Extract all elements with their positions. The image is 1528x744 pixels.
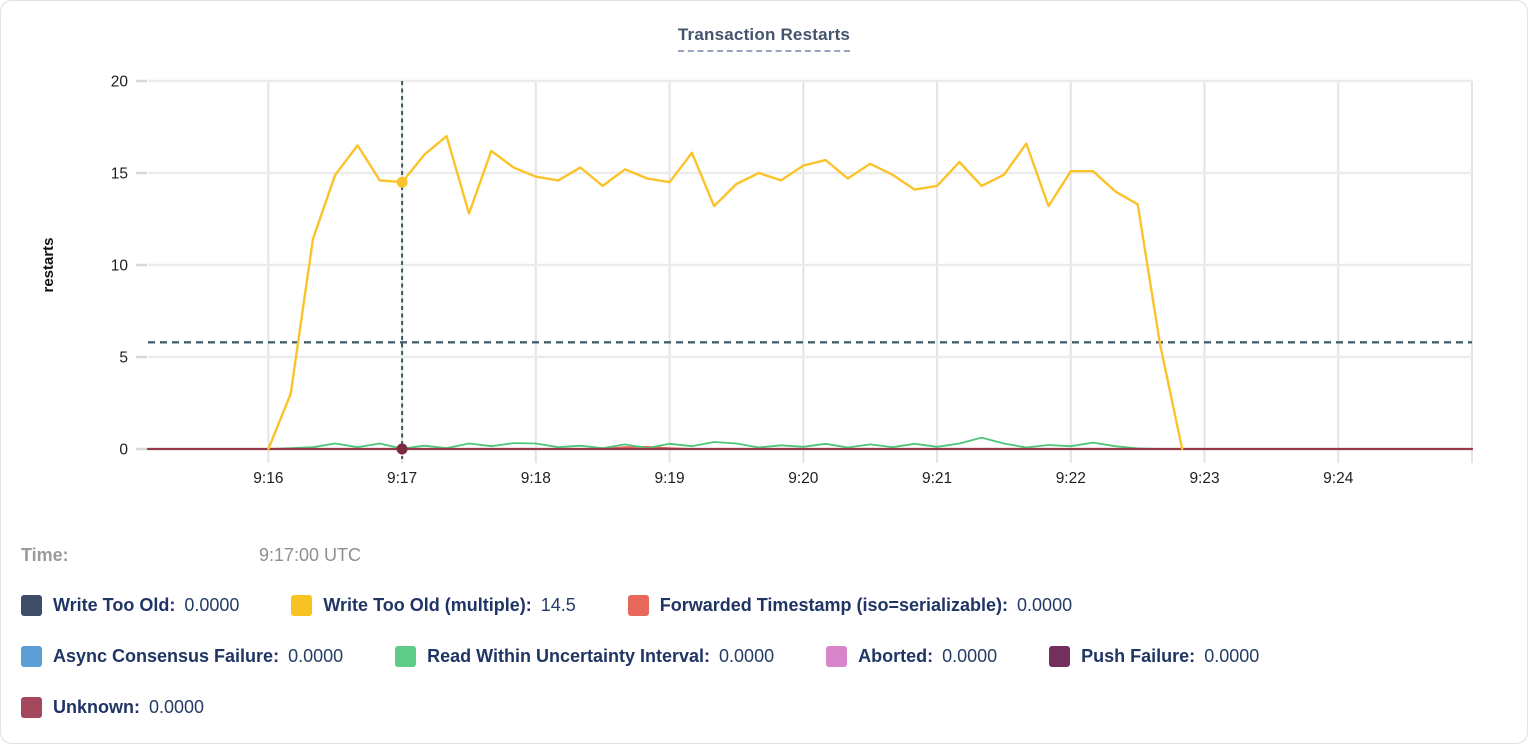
- legend-color-swatch: [21, 646, 42, 667]
- legend-series-value: 14.5: [540, 595, 576, 615]
- legend-series-label: Write Too Old (multiple):: [323, 595, 532, 615]
- x-tick-label: 9:20: [788, 470, 819, 487]
- legend-row: Unknown: 0.0000: [21, 697, 1507, 718]
- legend-row: Async Consensus Failure: 0.0000 Read Withi…: [21, 646, 1507, 667]
- y-axis-label: restarts: [40, 237, 57, 292]
- chart-plot-area[interactable]: 0 5 10 15 20 9:16 9:17 9:18 9:19 9:20 9:21 9:22 9:23…: [1, 61, 1527, 503]
- legend-item-aborted: Aborted: 0.0000: [826, 646, 997, 667]
- series-line-write-too-old-multiple: [267, 134, 1184, 451]
- chart-svg[interactable]: 0 5 10 15 20 9:16 9:17 9:18 9:19 9:20 9:21 9:22 9:23…: [1, 61, 1528, 503]
- legend-series-label: Push Failure:: [1081, 646, 1196, 666]
- legend-item-forwarded-timestamp-iso-serializable: Forwarded Timestamp (iso=serializable): 0…: [627, 595, 1073, 616]
- chart-title[interactable]: Transaction Restarts: [677, 25, 851, 52]
- x-tick-label: 9:23: [1189, 470, 1219, 487]
- series-line-read-within-uncertainty-interval: [267, 436, 1161, 450]
- x-tick-label: 9:24: [1323, 470, 1354, 487]
- legend-series-value: 0.0000: [149, 697, 205, 717]
- legend-item-unknown: Unknown: 0.0000: [21, 697, 204, 718]
- legend-series-value: 0.0000: [288, 646, 344, 666]
- x-tick-label: 9:19: [654, 470, 684, 487]
- legend-color-swatch: [395, 646, 417, 667]
- y-tick-label: 10: [111, 258, 129, 275]
- hover-time-row: Time: 9:17:00 UTC: [1, 543, 1527, 567]
- legend-series-label: Read Within Uncertainty Interval:: [427, 646, 711, 666]
- legend-series-value: 0.0000: [942, 646, 998, 666]
- legend-color-swatch: [826, 646, 848, 667]
- hover-dot-unknown: [396, 443, 408, 455]
- hover-dot-write-too-old-multiple: [396, 176, 408, 188]
- legend-series-value: 0.0000: [184, 595, 240, 615]
- legend-item-read-within-uncertainty-interval: Read Within Uncertainty Interval: 0.0000: [395, 646, 774, 667]
- legend-color-swatch: [21, 595, 42, 616]
- legend-color-swatch: [1049, 646, 1071, 667]
- legend-item-async-consensus-failure: Async Consensus Failure: 0.0000: [21, 646, 343, 667]
- legend-row: Write Too Old: 0.0000 Write Too Old (multi…: [21, 595, 1507, 616]
- legend-series-value: 0.0000: [719, 646, 775, 666]
- legend-color-swatch: [21, 697, 42, 718]
- y-tick-label: 5: [119, 350, 128, 367]
- hover-time-label: Time:: [21, 545, 69, 565]
- x-tick-label: 9:17: [387, 470, 417, 487]
- legend-item-push-failure: Push Failure: 0.0000: [1049, 646, 1259, 667]
- legend-series-label: Unknown:: [53, 697, 140, 717]
- y-tick-label: 20: [111, 74, 129, 91]
- hover-time-value: 9:17:00 UTC: [259, 545, 362, 565]
- legend-series-label: Forwarded Timestamp (iso=serializable):: [659, 595, 1009, 615]
- x-tick-label: 9:18: [521, 470, 551, 487]
- legend-series-label: Write Too Old:: [53, 595, 176, 615]
- x-tick-label: 9:21: [922, 470, 952, 487]
- x-tick-label: 9:16: [253, 470, 283, 487]
- legend-item-write-too-old-multiple: Write Too Old (multiple): 14.5: [291, 595, 576, 616]
- y-tick-label: 15: [111, 166, 128, 183]
- legend-series-value: 0.0000: [1204, 646, 1260, 666]
- legend-series-label: Aborted:: [858, 646, 934, 666]
- legend-item-write-too-old: Write Too Old: 0.0000: [21, 595, 239, 616]
- legend-color-swatch: [291, 595, 313, 616]
- chart-header: Transaction Restarts: [1, 1, 1527, 59]
- legend-series-label: Async Consensus Failure:: [53, 646, 280, 666]
- legend-color-swatch: [627, 595, 649, 616]
- x-tick-label: 9:22: [1056, 470, 1086, 487]
- legend-series-value: 0.0000: [1017, 595, 1073, 615]
- y-tick-label: 0: [119, 442, 128, 459]
- legend: Write Too Old: 0.0000 Write Too Old (multi…: [1, 595, 1527, 718]
